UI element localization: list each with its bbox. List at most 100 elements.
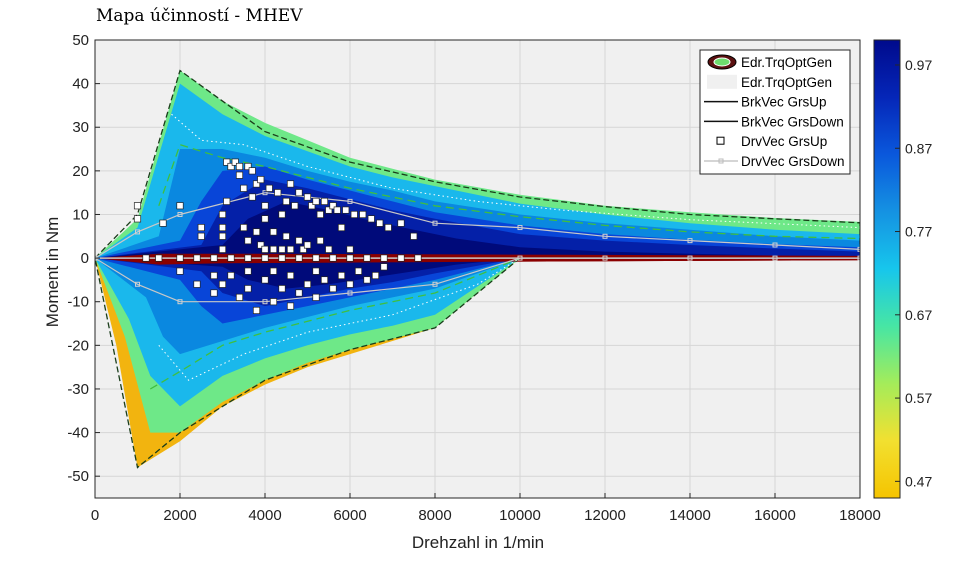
drv-vec-grs-down-line bbox=[95, 257, 860, 303]
colorbar-tick-label: 0.67 bbox=[905, 307, 932, 323]
drv-vec-point bbox=[363, 276, 371, 284]
drv-vec-point bbox=[176, 202, 184, 210]
drv-vec-point bbox=[397, 254, 405, 262]
drv-vec-point bbox=[337, 271, 346, 280]
x-axis-ticks: 0 2000 4000 6000 8000 10000 12000 14000 16000 180… bbox=[91, 493, 881, 524]
drv-vec-point bbox=[269, 228, 278, 236]
x-tick-label: 12000 bbox=[584, 507, 626, 524]
drv-vec-point bbox=[346, 254, 354, 262]
drv-vec-point bbox=[244, 267, 252, 275]
drv-vec-point bbox=[261, 202, 269, 210]
drv-vec-point bbox=[193, 280, 201, 288]
drv-vec-marker bbox=[517, 255, 523, 261]
drv-vec-marker bbox=[602, 255, 608, 261]
y-axis-ticks: 50 40 30 20 10 0 -10 -20 -30 -40 -50 bbox=[67, 32, 100, 485]
drv-vec-point bbox=[235, 171, 244, 179]
drv-vec-point bbox=[176, 254, 184, 262]
drv-vec-marker bbox=[432, 220, 438, 226]
legend-patch-icon bbox=[707, 74, 737, 89]
drv-vec-point bbox=[142, 254, 150, 262]
efficiency-bands bbox=[95, 70, 860, 468]
contour-dashed-upper bbox=[158, 143, 860, 240]
legend-square-icon bbox=[716, 136, 725, 145]
drv-vec-grs-up-points bbox=[133, 158, 422, 314]
legend-entry: Edr.TrqOptGen bbox=[707, 54, 832, 70]
drv-vec-point bbox=[278, 254, 286, 262]
drv-vec-point bbox=[312, 267, 320, 275]
drv-vec-point bbox=[244, 254, 252, 262]
legend-label: DrvVec GrsUp bbox=[741, 134, 827, 149]
drv-vec-point bbox=[325, 245, 333, 253]
drv-vec-marker bbox=[857, 246, 860, 252]
drv-vec-point bbox=[269, 298, 278, 306]
colorbar-tick-label: 0.57 bbox=[905, 390, 932, 406]
drv-vec-point bbox=[350, 210, 358, 219]
chart-title: Mapa účinností - MHEV bbox=[96, 6, 303, 26]
drv-vec-marker bbox=[347, 198, 353, 204]
drv-vec-point bbox=[303, 280, 312, 288]
drv-vec-point bbox=[261, 276, 269, 284]
drv-vec-point bbox=[278, 245, 286, 253]
drv-vec-point bbox=[261, 215, 269, 223]
y-tick-label: 20 bbox=[72, 163, 89, 180]
drv-vec-point bbox=[244, 237, 252, 245]
drv-vec-point bbox=[265, 184, 273, 192]
y-axis-label: Moment in Nm bbox=[43, 217, 62, 328]
drv-vec-point bbox=[159, 219, 167, 227]
legend-entry: BrkVec GrsDown bbox=[704, 114, 844, 129]
drv-vec-point bbox=[295, 237, 303, 245]
drv-vec-point bbox=[210, 289, 218, 297]
drv-vec-point bbox=[197, 224, 205, 232]
drv-vec-point bbox=[231, 158, 239, 166]
y-tick-label: 0 bbox=[81, 250, 89, 267]
drv-vec-point bbox=[303, 193, 312, 201]
colorbar-tick-label: 0.87 bbox=[905, 140, 932, 156]
drv-vec-point bbox=[257, 241, 265, 249]
drv-vec-point bbox=[155, 254, 163, 262]
drv-vec-point bbox=[223, 158, 231, 166]
drv-vec-point bbox=[235, 162, 244, 171]
y-tick-label: 40 bbox=[72, 76, 89, 93]
drv-vec-point bbox=[269, 267, 278, 275]
drv-vec-marker bbox=[517, 225, 523, 231]
x-axis-label: Drehzahl in 1/min bbox=[412, 533, 544, 552]
drv-vec-point bbox=[286, 271, 295, 280]
drv-vec-point bbox=[261, 254, 269, 262]
drv-vec-point bbox=[380, 254, 388, 262]
outer-envelope-line bbox=[95, 69, 860, 469]
drv-vec-marker bbox=[347, 290, 353, 296]
drv-vec-point bbox=[295, 189, 303, 197]
drv-vec-point bbox=[218, 232, 227, 240]
drv-vec-point bbox=[218, 224, 227, 232]
drv-vec-point bbox=[227, 271, 235, 280]
y-tick-label: -10 bbox=[67, 294, 89, 311]
drv-vec-point bbox=[346, 245, 354, 253]
drv-vec-point bbox=[363, 254, 371, 262]
drv-vec-point bbox=[376, 219, 384, 227]
drv-vec-point bbox=[235, 293, 244, 301]
drv-vec-marker bbox=[857, 255, 860, 261]
drv-vec-point bbox=[303, 241, 312, 249]
drv-vec-point bbox=[329, 285, 337, 293]
drv-vec-point bbox=[252, 228, 261, 236]
drv-vec-point bbox=[312, 254, 320, 262]
drv-vec-marker bbox=[135, 229, 140, 235]
drv-vec-point bbox=[248, 167, 256, 175]
drv-vec-marker bbox=[262, 299, 268, 305]
legend: Edr.TrqOptGen Edr.TrqOptGen BrkVec GrsUp Br… bbox=[699, 49, 851, 175]
drv-vec-point bbox=[278, 285, 286, 293]
drv-vec-point bbox=[316, 210, 324, 219]
drv-vec-point bbox=[337, 224, 346, 232]
y-tick-label: 50 bbox=[72, 32, 89, 49]
y-tick-label: -40 bbox=[67, 425, 89, 442]
legend-label: Edr.TrqOptGen bbox=[741, 55, 832, 70]
drv-vec-point bbox=[252, 306, 261, 314]
drv-vec-point bbox=[133, 215, 142, 223]
x-tick-label: 10000 bbox=[499, 507, 541, 524]
drv-vec-marker bbox=[772, 255, 778, 261]
drv-vec-point bbox=[244, 285, 252, 293]
drv-vec-point bbox=[325, 206, 333, 214]
drv-vec-point bbox=[295, 289, 303, 297]
plot-frame bbox=[94, 39, 861, 499]
